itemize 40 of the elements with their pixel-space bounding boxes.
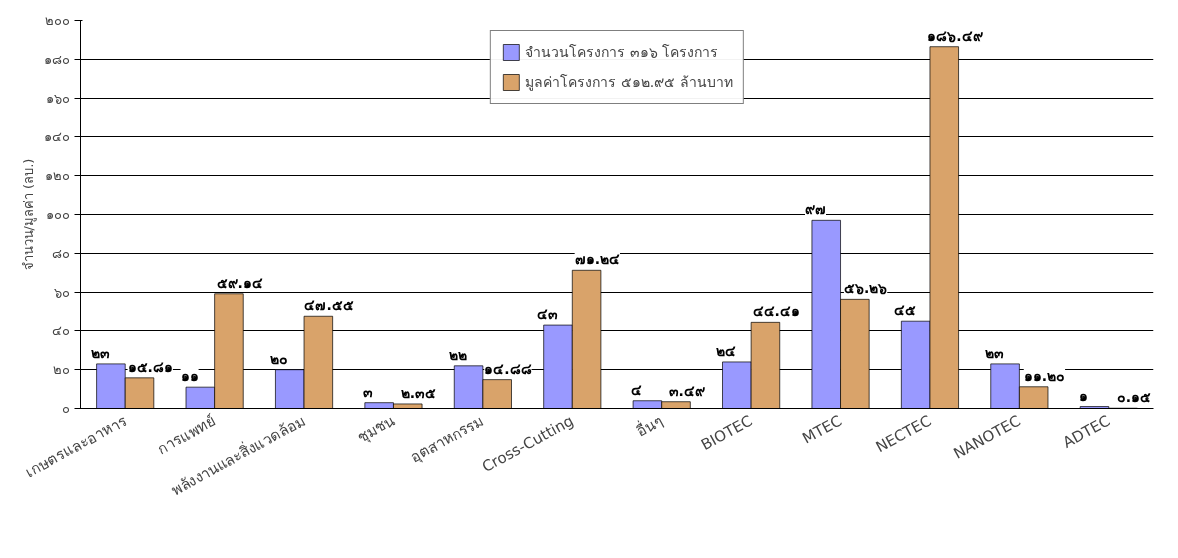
data-label: ๔๕ <box>893 302 916 319</box>
y-tick-label: ๑๒๐ <box>44 168 70 184</box>
data-label: ๑ <box>1079 387 1089 404</box>
legend-label: มูลค่าโครงการ ๕๑๒.๙๕ ล้านบาท <box>525 73 733 93</box>
data-label: ๑๑.๒๐ <box>1023 367 1066 384</box>
data-label: ๐.๑๕ <box>1116 389 1151 406</box>
x-tick-label: อื่นๆ <box>632 409 667 441</box>
data-label: ๔๓ <box>536 306 558 323</box>
y-tick-label: ๐ <box>61 401 70 416</box>
x-tick-label: ชุมชน <box>354 411 399 448</box>
data-label: ๒๒ <box>448 346 467 363</box>
legend-label: จำนวนโครงการ ๓๑๖ โครงการ <box>525 43 719 62</box>
y-tick-label: ๑๘๐ <box>43 51 70 67</box>
data-label: ๔๗.๕๕ <box>304 297 354 314</box>
data-label: ๑๕.๘๑ <box>127 358 173 375</box>
y-tick-label: ๖๐ <box>53 284 70 300</box>
data-label: ๑๔.๘๘ <box>484 360 532 377</box>
data-label: ๒๐ <box>270 350 289 367</box>
data-label: ๒๔ <box>716 342 737 359</box>
data-label: ๒.๓๕ <box>400 384 437 401</box>
y-tick-label: ๑๔๐ <box>43 129 70 145</box>
data-label: ๕๙.๑๔ <box>216 274 263 291</box>
data-label: ๑๘๖.๔๙ <box>927 27 983 44</box>
y-axis-title: จำนวน/มูลค่า (ลบ.) <box>20 158 37 271</box>
data-label: ๑๑ <box>180 368 199 385</box>
data-label: ๒๓ <box>90 344 110 361</box>
y-tick-label: ๔๐ <box>51 323 70 339</box>
data-label: ๓ <box>363 383 374 400</box>
y-tick-label: ๒๐ <box>52 362 70 378</box>
y-tick-label: ๑๖๐ <box>45 90 70 106</box>
data-label: ๔๔.๔๑ <box>752 303 800 320</box>
data-label: ๙๗ <box>805 201 827 218</box>
data-label: ๔ <box>631 381 643 398</box>
y-tick-label: ๒๐๐ <box>44 13 70 28</box>
data-label: ๗๑.๒๔ <box>574 251 620 268</box>
y-tick-label: ๑๐๐ <box>45 207 70 222</box>
data-label: ๕๖.๒๖ <box>843 280 888 297</box>
data-label: ๒๓ <box>984 344 1004 361</box>
data-label: ๓.๔๙ <box>668 382 705 399</box>
y-tick-label: ๘๐ <box>51 245 70 261</box>
